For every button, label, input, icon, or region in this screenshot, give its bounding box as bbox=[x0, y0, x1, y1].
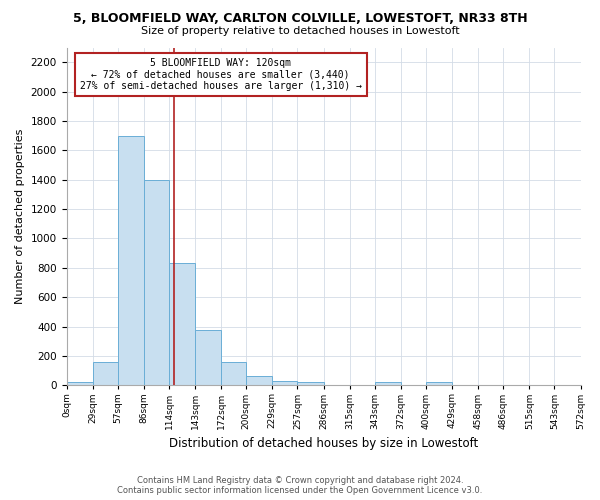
X-axis label: Distribution of detached houses by size in Lowestoft: Distribution of detached houses by size … bbox=[169, 437, 478, 450]
Bar bbox=[144, 180, 169, 386]
Bar bbox=[67, 382, 92, 386]
Bar bbox=[298, 382, 323, 386]
Bar bbox=[272, 381, 298, 386]
Text: Contains HM Land Registry data © Crown copyright and database right 2024.
Contai: Contains HM Land Registry data © Crown c… bbox=[118, 476, 482, 495]
Text: 5 BLOOMFIELD WAY: 120sqm
← 72% of detached houses are smaller (3,440)
27% of sem: 5 BLOOMFIELD WAY: 120sqm ← 72% of detach… bbox=[80, 58, 362, 91]
Y-axis label: Number of detached properties: Number of detached properties bbox=[15, 128, 25, 304]
Bar bbox=[221, 362, 246, 386]
Text: 5, BLOOMFIELD WAY, CARLTON COLVILLE, LOWESTOFT, NR33 8TH: 5, BLOOMFIELD WAY, CARLTON COLVILLE, LOW… bbox=[73, 12, 527, 26]
Bar bbox=[246, 376, 272, 386]
Bar bbox=[118, 136, 144, 386]
Text: Size of property relative to detached houses in Lowestoft: Size of property relative to detached ho… bbox=[140, 26, 460, 36]
Bar bbox=[195, 330, 221, 386]
Bar bbox=[92, 362, 118, 386]
Bar bbox=[426, 382, 452, 386]
Bar bbox=[375, 382, 401, 386]
Bar bbox=[169, 264, 195, 386]
